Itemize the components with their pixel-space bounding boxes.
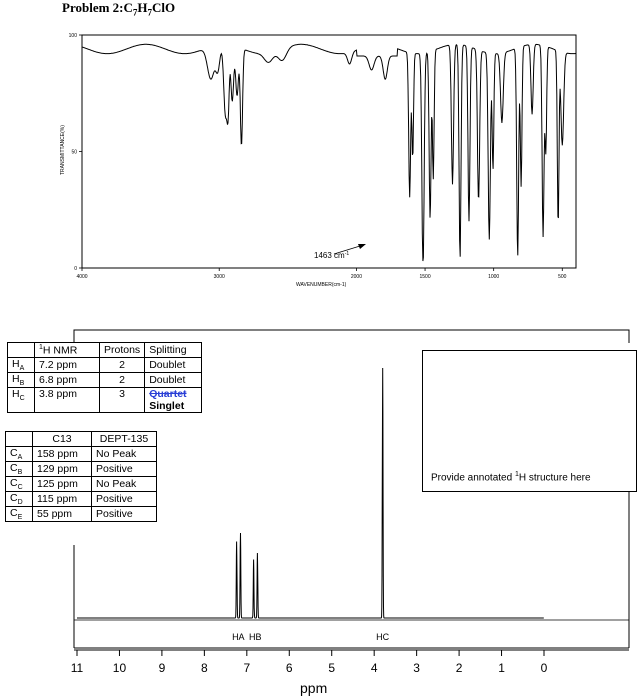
h-row-shift: 7.2 ppm xyxy=(34,356,100,374)
ir-x-tick-label: 4000 xyxy=(76,274,87,280)
h-row-shift: 3.8 ppm xyxy=(34,387,100,414)
c-row-label: CA xyxy=(5,445,33,463)
ir-x-tick-label: 1000 xyxy=(488,274,499,280)
ir-trace xyxy=(81,43,576,262)
nmr-x-tick-label: 9 xyxy=(159,661,166,675)
c-row-dept: Positive xyxy=(91,491,157,508)
ir-annotation-text: 1463 cm-1 xyxy=(314,251,349,260)
nmr-frame xyxy=(73,329,630,343)
c-row-shift: 158 ppm xyxy=(32,445,92,463)
table-row: CA 158 ppm No Peak xyxy=(5,445,157,463)
nmr-peak-labels: HA HB HC xyxy=(232,632,390,642)
nmr-peak-label: HB xyxy=(249,632,262,642)
nmr-x-tick-label: 5 xyxy=(328,661,335,675)
nmr-x-tick-label: 2 xyxy=(456,661,463,675)
table-row: CC 125 ppm No Peak xyxy=(5,476,157,493)
c-row-label: CB xyxy=(5,461,33,478)
h-row-protons: 2 xyxy=(98,356,146,374)
c-row-shift: 129 ppm xyxy=(32,461,92,478)
ir-xlabel: WAVENUMBER(cm-1) xyxy=(296,282,347,288)
c-row-shift: 55 ppm xyxy=(32,506,92,523)
c-header-dept: DEPT-135 xyxy=(91,431,157,447)
table-row: HB 6.8 ppm 2 Doublet xyxy=(7,372,203,389)
h-row-protons: 3 xyxy=(98,387,146,414)
nmr-axis-ticks: 11 10 9 8 7 6 5 4 3 2 1 0 xyxy=(71,650,548,675)
c-nmr-table: C13 DEPT-135 CA 158 ppm No Peak CB 129 p… xyxy=(5,431,157,523)
h-row-label: HC xyxy=(7,387,35,414)
h-row-splitting: Doublet xyxy=(144,356,203,374)
table-row: HC 3.8 ppm 3 Quartet Singlet xyxy=(7,387,203,414)
table-row: CB 129 ppm Positive xyxy=(5,461,157,478)
ir-y-tick-label: 0 xyxy=(74,266,77,272)
ir-x-tick-label: 500 xyxy=(558,274,567,280)
ir-annotation-value: 1463 cm xyxy=(314,251,345,260)
nmr-x-tick-label: 10 xyxy=(113,661,127,675)
nmr-x-tick-label: 8 xyxy=(201,661,208,675)
nmr-x-tick-label: 4 xyxy=(371,661,378,675)
c-header-c13: C13 xyxy=(32,431,92,447)
ir-x-tick-label: 2000 xyxy=(351,274,362,280)
c-header-blank xyxy=(5,431,33,447)
c-row-dept: Positive xyxy=(91,506,157,523)
h-row-splitting-corrected: Singlet xyxy=(149,400,185,413)
problem-title: Problem 2:C7H7ClO xyxy=(62,0,176,18)
h-header-protons: Protons xyxy=(98,342,146,358)
c-row-dept: Positive xyxy=(91,461,157,478)
c-row-dept: No Peak xyxy=(91,476,157,493)
answer-prompt: Provide annotated 1H structure here xyxy=(431,471,591,484)
table-row: CE 55 ppm Positive xyxy=(5,506,157,523)
ir-ylabel: TRANSMITTANCE(%) xyxy=(60,125,66,175)
h-row-label: HB xyxy=(7,372,35,389)
c-row-label: CC xyxy=(5,476,33,493)
ir-x-tick-label: 1500 xyxy=(419,274,430,280)
table-row: HA 7.2 ppm 2 Doublet xyxy=(7,356,203,374)
ir-annotation-arrow xyxy=(333,245,361,255)
h-header-nmr: 1H NMR xyxy=(34,342,100,358)
structure-answer-box[interactable]: Provide annotated 1H structure here xyxy=(422,350,637,492)
h-row-label: HA xyxy=(7,356,35,374)
nmr-x-tick-label: 7 xyxy=(243,661,250,675)
nmr-x-tick-label: 0 xyxy=(541,661,548,675)
c-row-label: CD xyxy=(5,491,33,508)
h-row-protons: 2 xyxy=(98,372,146,389)
nmr-peak-label: HA xyxy=(232,632,245,642)
c-row-dept: No Peak xyxy=(91,445,157,463)
nmr-x-tick-label: 1 xyxy=(498,661,505,675)
h-header-blank xyxy=(7,342,35,358)
ir-annotation-sup: -1 xyxy=(345,251,350,257)
nmr-xlabel: ppm xyxy=(300,680,328,696)
h-table-header: 1H NMR Protons Splitting xyxy=(7,342,203,358)
c-row-label: CE xyxy=(5,506,33,523)
ir-annotation-arrowhead xyxy=(358,244,366,249)
ir-y-tick-label: 50 xyxy=(71,150,77,156)
h-row-splitting: Quartet Singlet xyxy=(144,387,203,414)
nmr-x-tick-label: 3 xyxy=(413,661,420,675)
table-row: CD 115 ppm Positive xyxy=(5,491,157,508)
problem-label: Problem 2: xyxy=(62,0,124,15)
nmr-x-tick-label: 11 xyxy=(71,661,84,675)
h-row-splitting-struck: Quartet xyxy=(149,388,187,401)
c-row-shift: 125 ppm xyxy=(32,476,92,493)
ir-annotation: 1463 cm-1 xyxy=(314,244,366,260)
ir-x-tick-label: 3000 xyxy=(214,274,225,280)
c-row-shift: 115 ppm xyxy=(32,491,92,508)
h-nmr-table: 1H NMR Protons Splitting HA 7.2 ppm 2 Do… xyxy=(7,342,203,414)
h-row-splitting: Doublet xyxy=(144,372,203,389)
nmr-x-tick-label: 6 xyxy=(286,661,293,675)
h-row-shift: 6.8 ppm xyxy=(34,372,100,389)
c-table-header: C13 DEPT-135 xyxy=(5,431,157,447)
nmr-peak-label: HC xyxy=(376,632,389,642)
h-header-splitting: Splitting xyxy=(144,342,203,358)
nmr-trace xyxy=(77,367,544,619)
ir-y-tick-label: 100 xyxy=(69,33,78,39)
